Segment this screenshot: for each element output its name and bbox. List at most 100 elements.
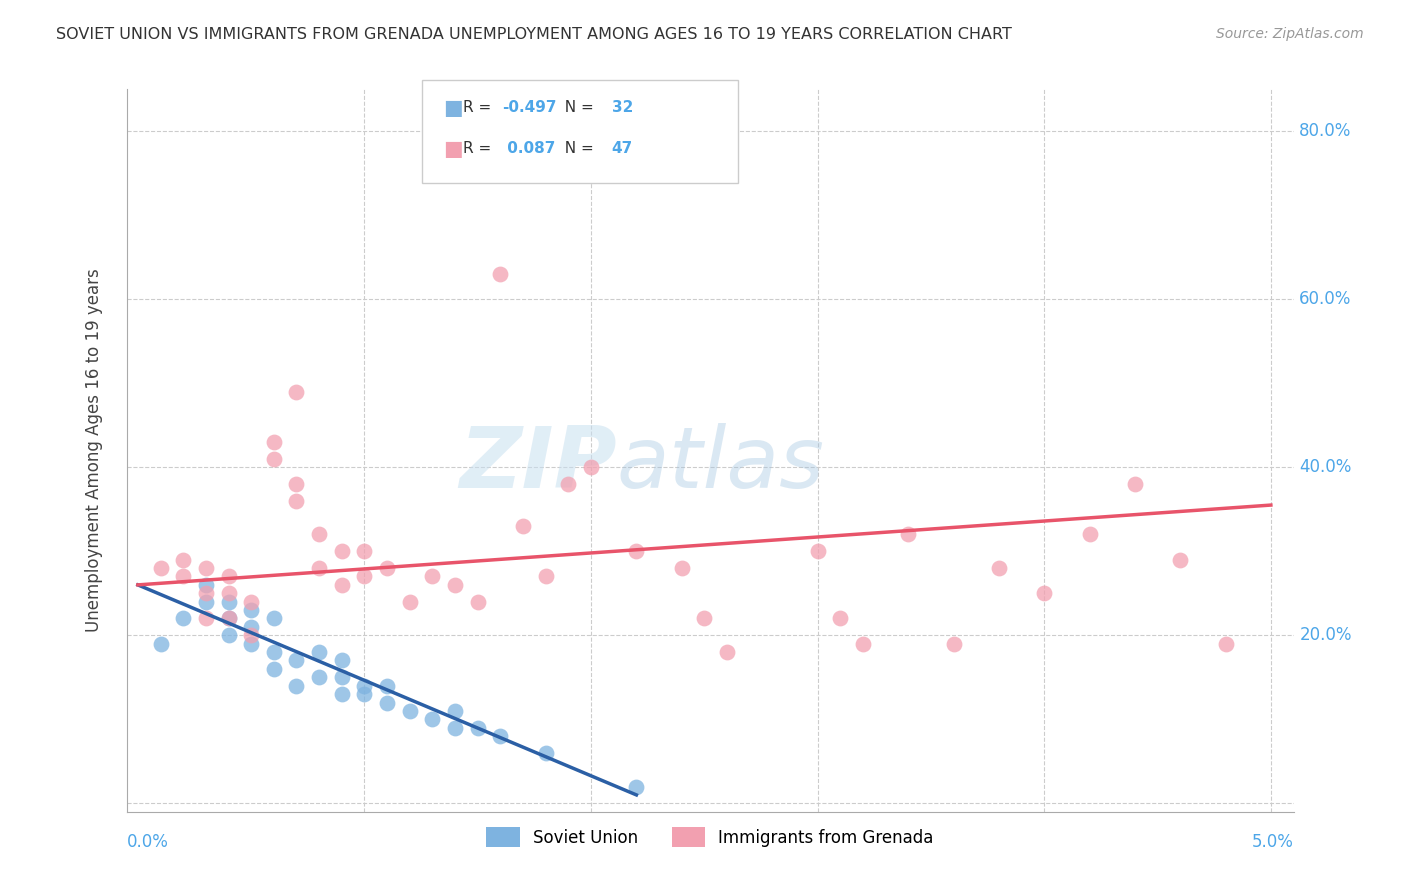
Point [263,645,285,659]
Text: 0.0%: 0.0% [127,833,169,851]
Point [194,595,217,609]
Text: ■: ■ [443,139,463,159]
Point [489,729,512,743]
Point [194,611,217,625]
Text: atlas: atlas [617,424,825,507]
Legend: Soviet Union, Immigrants from Grenada: Soviet Union, Immigrants from Grenada [479,821,941,854]
Text: 47: 47 [612,142,633,156]
Point [626,780,648,794]
Point [218,611,240,625]
Point [285,653,308,667]
Point [263,611,285,625]
Point [218,611,240,625]
Point [444,721,467,735]
Point [1123,477,1146,491]
Point [308,645,330,659]
Point [263,451,285,466]
Point [240,595,263,609]
Point [353,679,375,693]
Point [852,637,875,651]
Point [375,696,398,710]
Point [897,527,920,541]
Text: 40.0%: 40.0% [1299,458,1351,476]
Point [240,620,263,634]
Point [1215,637,1237,651]
Point [353,687,375,701]
Text: N =: N = [555,101,599,115]
Point [285,384,308,399]
Point [172,569,194,583]
Point [398,595,420,609]
Text: -0.497: -0.497 [502,101,557,115]
Text: 32: 32 [612,101,633,115]
Point [308,670,330,684]
Text: R =: R = [463,101,496,115]
Point [444,704,467,718]
Text: R =: R = [463,142,496,156]
Text: N =: N = [555,142,599,156]
Point [308,527,330,541]
Text: ZIP: ZIP [458,424,617,507]
Point [579,460,602,475]
Point [218,595,240,609]
Point [330,578,353,592]
Point [240,628,263,642]
Point [194,578,217,592]
Text: 5.0%: 5.0% [1251,833,1294,851]
Point [172,552,194,566]
Point [444,578,467,592]
Text: Source: ZipAtlas.com: Source: ZipAtlas.com [1216,27,1364,41]
Point [467,595,489,609]
Point [353,544,375,558]
Text: 60.0%: 60.0% [1299,290,1351,309]
Point [149,637,172,651]
Point [194,586,217,600]
Point [716,645,738,659]
Point [285,494,308,508]
Point [285,477,308,491]
Point [1078,527,1101,541]
Text: SOVIET UNION VS IMMIGRANTS FROM GRENADA UNEMPLOYMENT AMONG AGES 16 TO 19 YEARS C: SOVIET UNION VS IMMIGRANTS FROM GRENADA … [56,27,1012,42]
Point [330,544,353,558]
Point [987,561,1010,575]
Point [422,712,444,726]
Point [330,670,353,684]
Text: 80.0%: 80.0% [1299,122,1351,140]
Point [218,628,240,642]
Point [218,586,240,600]
Point [194,561,217,575]
Text: 20.0%: 20.0% [1299,626,1351,644]
Point [330,687,353,701]
Point [1168,552,1191,566]
Point [285,679,308,693]
Point [330,653,353,667]
Point [172,611,194,625]
Text: 0.087: 0.087 [502,142,555,156]
Point [375,679,398,693]
Point [534,746,557,760]
Point [308,561,330,575]
Point [693,611,716,625]
Point [398,704,420,718]
Point [218,569,240,583]
Point [534,569,557,583]
Point [467,721,489,735]
Point [671,561,693,575]
Point [375,561,398,575]
Point [240,603,263,617]
Point [489,267,512,281]
Point [1033,586,1056,600]
Point [512,519,534,533]
Point [263,662,285,676]
Text: ■: ■ [443,98,463,118]
Point [626,544,648,558]
Point [557,477,579,491]
Y-axis label: Unemployment Among Ages 16 to 19 years: Unemployment Among Ages 16 to 19 years [84,268,103,632]
Point [830,611,852,625]
Point [353,569,375,583]
Point [807,544,830,558]
Point [422,569,444,583]
Point [263,435,285,450]
Point [240,637,263,651]
Point [149,561,172,575]
